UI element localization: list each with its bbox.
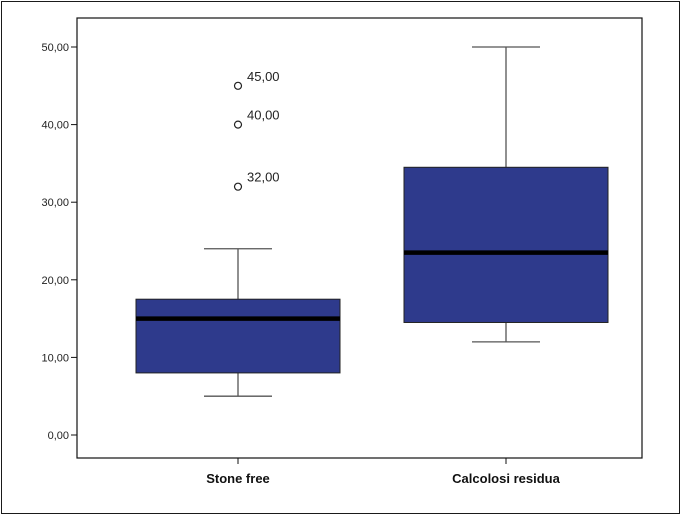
outlier-point — [233, 182, 243, 191]
box-group — [403, 46, 609, 343]
y-tick-label: 50,00 — [41, 42, 69, 54]
box-iqr — [403, 166, 609, 323]
y-tick-label: 40,00 — [41, 120, 69, 132]
outlier-point — [233, 120, 243, 129]
outlier-point — [233, 81, 243, 90]
category-label: Calcolosi residua — [452, 471, 560, 486]
outlier-label: 32,00 — [247, 170, 280, 185]
box-group — [135, 81, 341, 397]
axes-layer — [71, 17, 643, 464]
y-tick-label: 0,00 — [48, 430, 69, 442]
outlier-label: 40,00 — [247, 108, 280, 123]
category-label: Stone free — [206, 471, 270, 486]
outlier-label: 45,00 — [247, 69, 280, 84]
boxes-layer — [135, 46, 609, 397]
box-iqr — [135, 298, 341, 374]
plot-area-border — [76, 17, 643, 459]
y-tick-label: 10,00 — [41, 352, 69, 364]
y-tick-label: 20,00 — [41, 275, 69, 287]
labels-layer: 0,00 10,00 20,00 30,00 40,00 50,00 Stone free C… — [41, 42, 560, 486]
y-tick-label: 30,00 — [41, 197, 69, 209]
